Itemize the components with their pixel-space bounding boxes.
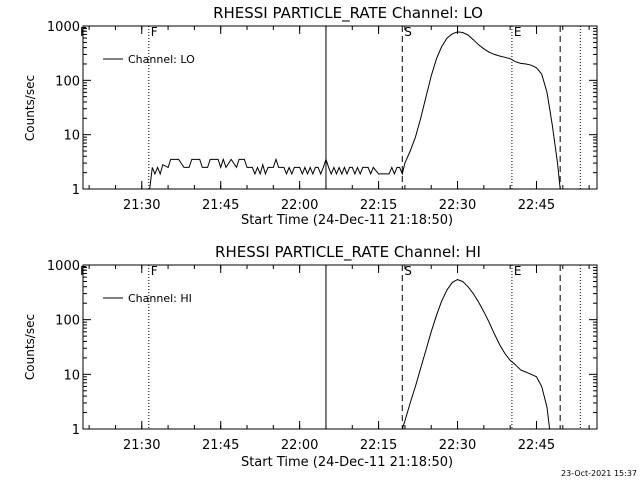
x-tick-label: 22:45 bbox=[518, 198, 555, 213]
x-tick-label: 21:45 bbox=[202, 198, 239, 213]
y-tick-label: 1000 bbox=[47, 259, 80, 274]
y-tick-label: 100 bbox=[55, 314, 80, 329]
y-axis-label: Counts/sec bbox=[23, 75, 37, 141]
plot-frame bbox=[82, 264, 598, 430]
time-marker-label: E bbox=[514, 25, 522, 39]
x-tick-label: 21:45 bbox=[202, 438, 239, 453]
y-tick-label: 100 bbox=[55, 74, 80, 89]
y-axis-label: Counts/sec bbox=[23, 314, 37, 380]
x-axis-label: Start Time (24-Dec-11 21:18:50) bbox=[241, 213, 453, 228]
panel-hi: RHESSI PARTICLE_RATE Channel: HI Counts/… bbox=[23, 243, 598, 470]
series-group bbox=[149, 31, 561, 190]
time-marker-label: S bbox=[404, 264, 412, 278]
time-marker-label: E bbox=[514, 264, 522, 278]
x-tick-label: 22:00 bbox=[281, 198, 318, 213]
series-line bbox=[401, 279, 551, 430]
x-tick-label: 22:00 bbox=[281, 438, 318, 453]
y-tick-label: 1 bbox=[72, 423, 80, 438]
x-tick-label: 22:15 bbox=[360, 438, 397, 453]
series-group bbox=[401, 279, 551, 430]
x-tick-label: 21:30 bbox=[123, 438, 160, 453]
y-tick-label: 10 bbox=[63, 368, 80, 383]
legend-entry: Channel: LO bbox=[128, 53, 195, 66]
chart-title: RHESSI PARTICLE_RATE Channel: HI bbox=[215, 243, 481, 262]
corner-marker-label: F bbox=[80, 25, 87, 39]
x-tick-label: 22:15 bbox=[360, 198, 397, 213]
time-marker-label: S bbox=[404, 25, 412, 39]
x-tick-label: 22:30 bbox=[439, 438, 476, 453]
axis-ticks: 21:30 21:45 22:00 22:15 22:30 22:45 1 10 100 1000 bbox=[47, 259, 597, 453]
x-axis-label: Start Time (24-Dec-11 21:18:50) bbox=[241, 455, 453, 470]
footer-timestamp: 23-Oct-2021 15:37 bbox=[561, 469, 637, 478]
chart-title: RHESSI PARTICLE_RATE Channel: LO bbox=[213, 4, 483, 23]
axis-ticks: 21:30 21:45 22:00 22:15 22:30 22:45 1 10 100 1000 bbox=[47, 20, 597, 213]
x-tick-label: 21:30 bbox=[123, 198, 160, 213]
time-marker-label: F bbox=[151, 264, 158, 278]
plot-frame bbox=[82, 25, 598, 190]
x-tick-label: 22:30 bbox=[439, 198, 476, 213]
y-tick-label: 1 bbox=[72, 183, 80, 198]
panel-lo: RHESSI PARTICLE_RATE Channel: LO Counts/… bbox=[23, 4, 598, 228]
y-tick-label: 10 bbox=[63, 129, 80, 144]
y-tick-label: 1000 bbox=[47, 20, 80, 35]
corner-marker-label: F bbox=[80, 264, 87, 278]
x-tick-label: 22:45 bbox=[518, 438, 555, 453]
series-line bbox=[149, 31, 561, 190]
legend-entry: Channel: HI bbox=[128, 292, 192, 305]
time-marker-label: F bbox=[151, 25, 158, 39]
